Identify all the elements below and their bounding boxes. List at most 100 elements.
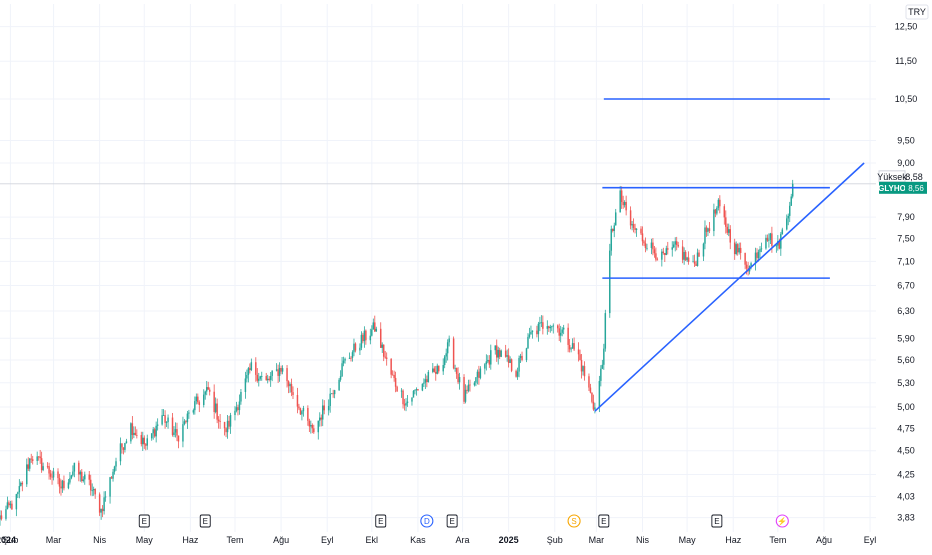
x-tick-label: Şub <box>2 535 18 545</box>
candle-body <box>29 458 31 469</box>
candle-body <box>152 429 154 434</box>
candle-body <box>256 374 259 381</box>
candle-body <box>577 349 580 355</box>
candle-body <box>653 249 656 254</box>
candle-body <box>92 489 95 491</box>
candle-body <box>145 444 147 446</box>
candle-body <box>677 244 679 247</box>
candle-body <box>40 458 43 471</box>
candle-body <box>302 408 305 412</box>
y-tick-label: 4,03 <box>897 492 915 502</box>
earnings-event-icon[interactable] <box>199 514 211 528</box>
candle-body <box>146 438 148 446</box>
trendline-drawing[interactable] <box>594 162 865 412</box>
candle-body <box>570 348 572 350</box>
candle-body <box>612 228 614 231</box>
candle-body <box>525 348 528 361</box>
candle-body <box>244 378 247 392</box>
candle-body <box>94 489 96 495</box>
events[interactable]: E E E D E S E E ⚡ <box>138 514 789 528</box>
candle-body <box>290 384 293 393</box>
candle-body <box>176 429 178 436</box>
split-event-icon[interactable] <box>567 514 581 528</box>
candle-body <box>442 365 444 372</box>
candle-body <box>452 338 455 369</box>
y-tick-label: 6,70 <box>897 281 915 291</box>
event-label: E <box>203 517 208 526</box>
candle-body <box>592 401 595 410</box>
candle-body <box>171 417 174 435</box>
candle-body <box>219 421 221 422</box>
candle-body <box>333 390 336 395</box>
candle-body <box>52 471 55 478</box>
candle-body <box>109 477 111 497</box>
candle-body <box>379 328 382 348</box>
candle-body <box>20 482 22 487</box>
flash-event-icon[interactable] <box>775 514 789 528</box>
candle-body <box>485 361 488 365</box>
candle-body <box>226 420 229 433</box>
candle-body <box>351 352 354 358</box>
event-label: E <box>378 517 383 526</box>
candle-body <box>37 456 40 458</box>
candle-body <box>438 365 440 372</box>
candle-body <box>341 363 343 377</box>
candle-body <box>88 474 90 480</box>
candle-body <box>631 224 633 226</box>
candle-body <box>268 378 270 380</box>
candle-body <box>542 322 544 329</box>
candle-body <box>609 250 611 314</box>
candle-body <box>588 376 590 388</box>
drawings[interactable] <box>594 98 865 412</box>
candle-body <box>100 508 102 513</box>
dividend-event-icon[interactable] <box>420 514 434 528</box>
candle-body <box>417 388 419 391</box>
candle-body <box>551 326 553 328</box>
candle-body <box>622 202 624 206</box>
candle-body <box>467 384 470 391</box>
y-tick-label: 3,83 <box>897 513 915 523</box>
candle-body <box>757 251 760 258</box>
candle-body <box>643 241 645 244</box>
candle-body <box>103 497 105 512</box>
candle-body <box>197 396 199 403</box>
candle-body <box>57 471 59 479</box>
candle-body <box>500 350 502 357</box>
candle-body <box>675 241 678 245</box>
x-tick-label: Şub <box>547 535 563 545</box>
candle-body <box>402 390 404 405</box>
earnings-event-icon[interactable] <box>598 514 610 528</box>
candle-body <box>426 379 428 383</box>
earnings-event-icon[interactable] <box>138 514 150 528</box>
candles <box>0 179 794 526</box>
candle-body <box>140 435 143 445</box>
candle-body <box>72 471 74 476</box>
earnings-event-icon[interactable] <box>711 514 723 528</box>
candle-body <box>217 419 220 422</box>
earnings-event-icon[interactable] <box>375 514 387 528</box>
currency-box[interactable] <box>905 4 929 20</box>
candle-body <box>521 355 523 361</box>
candle-body <box>338 379 340 391</box>
candle-body <box>281 368 284 372</box>
candle-body <box>674 241 676 245</box>
candle-body <box>214 403 217 413</box>
x-tick-label: Ağu <box>816 535 832 545</box>
candle-body <box>235 407 238 411</box>
candle-body <box>600 368 602 381</box>
earnings-event-icon[interactable] <box>446 514 458 528</box>
y-tick-label: 12,50 <box>895 22 918 32</box>
candle-body <box>134 432 137 436</box>
candle-body <box>702 243 705 257</box>
last-price-value: 8,56 <box>908 184 924 193</box>
candle-body <box>684 252 687 261</box>
x-tick-label: 2024 <box>0 535 16 545</box>
candle-body <box>573 343 575 350</box>
candle-body <box>174 429 177 433</box>
candle-body <box>173 432 175 435</box>
candle-body <box>124 443 126 450</box>
candle-body <box>156 424 159 426</box>
candle-body <box>623 202 626 206</box>
